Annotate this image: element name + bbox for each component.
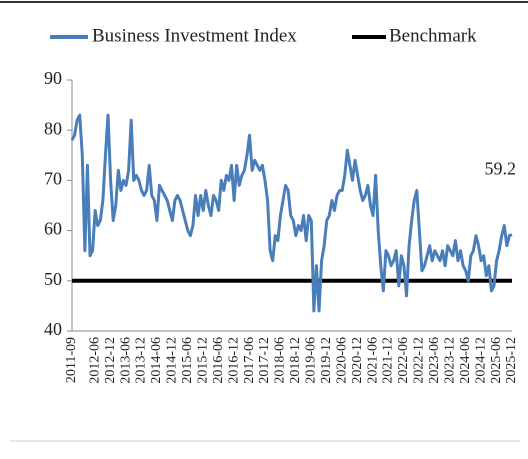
- x-tick-label: 2016-06: [211, 337, 226, 384]
- x-tick-label: 2019-06: [304, 337, 319, 384]
- x-tick-label: 2012-12: [103, 337, 118, 384]
- x-tick-label: 2016-12: [226, 337, 241, 384]
- x-tick-label: 2023-12: [442, 337, 457, 384]
- x-tick-label: 2011-09: [64, 337, 79, 383]
- x-tick-label: 2013-06: [118, 337, 133, 384]
- x-tick-label: 2018-06: [273, 337, 288, 384]
- x-tick-label: 2025-12: [504, 337, 519, 384]
- x-tick-label: 2020-12: [350, 337, 365, 384]
- x-tick-label: 2013-12: [134, 337, 149, 384]
- x-tick-label: 2015-06: [180, 337, 195, 384]
- x-tick-label: 2017-12: [257, 337, 272, 384]
- x-tick-label: 2022-12: [412, 337, 427, 384]
- y-tick-label: 80: [44, 118, 62, 138]
- x-tick-label: 2022-06: [396, 337, 411, 384]
- legend-label: Business Investment Index: [92, 25, 297, 46]
- x-tick-label: 2024-12: [473, 337, 488, 384]
- x-tick-label: 2020-06: [334, 337, 349, 384]
- y-tick-label: 70: [44, 169, 62, 189]
- legend-label: Benchmark: [389, 25, 477, 46]
- x-tick-label: 2018-12: [288, 337, 303, 384]
- x-tick-label: 2024-06: [458, 337, 473, 384]
- x-tick-label: 2012-06: [87, 337, 102, 384]
- x-tick-label: 2021-12: [381, 337, 396, 384]
- x-tick-label: 2021-06: [365, 337, 380, 384]
- x-tick-label: 2017-06: [242, 337, 257, 384]
- y-tick-label: 40: [44, 319, 62, 339]
- x-tick-label: 2014-06: [149, 337, 164, 384]
- x-tick-label: 2025-06: [489, 337, 504, 384]
- y-tick-label: 60: [44, 219, 62, 239]
- series-line: [70, 113, 513, 313]
- x-tick-label: 2015-12: [195, 337, 210, 384]
- x-tick-label: 2014-12: [165, 337, 180, 384]
- y-tick-label: 90: [44, 68, 62, 88]
- x-tick-label: 2019-12: [319, 337, 334, 384]
- y-tick-label: 50: [44, 269, 62, 289]
- data-label: 59.2: [485, 159, 517, 179]
- x-tick-label: 2023-06: [427, 337, 442, 384]
